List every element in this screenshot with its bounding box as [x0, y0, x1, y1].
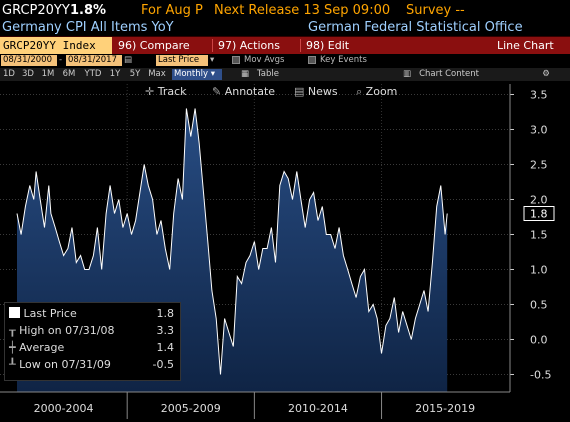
crosshair-icon: ✛ [145, 85, 155, 98]
last-value-marker: 1.8 [523, 206, 555, 221]
track-label: Track [157, 85, 187, 98]
zoom-label: Zoom [365, 85, 398, 98]
x-tick-label: 2005-2009 [161, 402, 221, 415]
high-label: High on 07/31/08 [19, 324, 115, 337]
low-label: Low on 07/31/09 [19, 358, 111, 371]
low-legend: ┸ Low on 07/31/09 [9, 358, 111, 371]
gear-icon[interactable]: ⚙ [542, 69, 550, 79]
toolbar-divider [212, 39, 213, 52]
security-description: Germany CPI All Items YoY German Federal… [0, 18, 570, 36]
x-tick-label: 2010-2014 [288, 402, 348, 415]
start-date-field[interactable]: 08/31/2000 [1, 55, 57, 66]
legend-panel: Last Price 1.8 ┰ High on 07/31/08 3.3 ┿ … [4, 302, 181, 381]
date-range-bar: 08/31/2000 - 08/31/2017 ▤ Last Price ▾ M… [0, 54, 570, 67]
average-value: 1.4 [156, 341, 175, 354]
chart-content-icon[interactable]: ▥ [402, 69, 412, 79]
actions-menu[interactable]: 97) Actions [218, 39, 280, 52]
y-tick-label: 0.0 [530, 334, 548, 347]
source-label: German Federal Statistical Office [308, 20, 523, 35]
period-1m[interactable]: 1M [41, 69, 55, 79]
last-price-swatch-icon [9, 307, 20, 318]
period-5y[interactable]: 5Y [129, 69, 141, 79]
news-tool[interactable]: ▤ News [294, 85, 338, 98]
table-icon[interactable]: ▦ [240, 69, 250, 79]
table-button[interactable]: Table [257, 69, 279, 79]
x-tick-label: 2015-2019 [415, 402, 475, 415]
chart-content-button[interactable]: Chart Content [419, 69, 479, 79]
date-separator: - [59, 55, 63, 65]
period-6m[interactable]: 6M [62, 69, 76, 79]
y-tick-label: 2.5 [530, 159, 548, 172]
period-label: For Aug P [141, 3, 203, 18]
y-tick-label: -0.5 [530, 369, 551, 382]
average-marker-icon: ┿ [9, 341, 16, 354]
zoom-tool[interactable]: ⌕ Zoom [356, 85, 397, 99]
x-tick-label: 2000-2004 [34, 402, 94, 415]
period-ytd[interactable]: YTD [84, 69, 102, 79]
annotate-tool[interactable]: ✎ Annotate [212, 85, 275, 98]
key-events-checkbox[interactable] [308, 56, 316, 64]
y-tick-label: 1.0 [530, 264, 548, 277]
last-price-legend: Last Price [9, 307, 77, 320]
next-release: Next Release 13 Sep 09:00 [214, 3, 391, 18]
last-value-label: 1.8 [530, 208, 548, 221]
y-tick-label: 3.0 [530, 124, 548, 137]
news-icon: ▤ [294, 85, 305, 98]
news-label: News [307, 85, 338, 98]
security-field[interactable]: GRCP20YY Index [0, 37, 112, 54]
line-chart-label: Line Chart [497, 39, 554, 52]
last-value-box [523, 206, 555, 221]
price-field-select[interactable]: Last Price [156, 55, 208, 66]
high-marker-icon: ┰ [9, 324, 16, 337]
y-axis: 3.5 3.0 2.5 2.0 1.5 1.0 0.5 0.0 -0.5 [509, 84, 551, 392]
y-tick-label: 2.0 [530, 194, 548, 207]
period-1d[interactable]: 1D [3, 69, 15, 79]
compare-button[interactable]: 96) Compare [118, 39, 190, 52]
period-1y[interactable]: 1Y [109, 69, 121, 79]
track-tool[interactable]: ✛ Track [145, 85, 187, 98]
annotate-label: Annotate [224, 85, 276, 98]
low-marker-icon: ┸ [9, 358, 16, 371]
survey-label: Survey -- [406, 3, 465, 18]
last-price-label: Last Price [23, 307, 77, 320]
ticker-label: GRCP20YY [2, 3, 70, 18]
price-chart[interactable]: 3.5 3.0 2.5 2.0 1.5 1.0 0.5 0.0 -0.5 2000-2004 20… [0, 82, 570, 419]
function-toolbar: GRCP20YY Index 96) Compare 97) Actions 9… [0, 36, 570, 54]
average-label: Average [19, 341, 65, 354]
y-tick-label: 3.5 [530, 89, 548, 102]
calendar-icon[interactable]: ▤ [124, 55, 133, 65]
y-tick-label: 0.5 [530, 299, 548, 312]
average-legend: ┿ Average [9, 341, 64, 354]
mov-avgs-checkbox[interactable] [232, 56, 240, 64]
current-value: 1.8% [70, 3, 107, 18]
description-label: Germany CPI All Items YoY [2, 20, 174, 35]
high-legend: ┰ High on 07/31/08 [9, 324, 115, 337]
y-tick-label: 1.5 [530, 229, 548, 242]
chevron-down-icon[interactable]: ▾ [210, 55, 215, 65]
x-axis: 2000-2004 2005-2009 2010-2014 2015-2019 [0, 391, 510, 419]
pencil-icon: ✎ [212, 85, 222, 98]
period-3d[interactable]: 3D [22, 69, 34, 79]
mov-avgs-label: Mov Avgs [244, 55, 285, 65]
price-line [16, 108, 448, 375]
end-date-field[interactable]: 08/31/2017 [66, 55, 122, 66]
security-header: GRCP20YY 1.8% For Aug P Next Release 13 … [0, 0, 570, 20]
key-events-label: Key Events [320, 55, 367, 65]
toolbar-divider [300, 39, 301, 52]
period-max[interactable]: Max [148, 69, 166, 79]
frequency-select[interactable]: Monthly ▾ [172, 69, 222, 80]
low-value: -0.5 [152, 358, 174, 371]
period-selector-bar: 1D 3D 1M 6M YTD 1Y 5Y Max Monthly ▾ ▦ Ta… [0, 68, 570, 81]
high-value: 3.3 [156, 324, 175, 337]
frequency-label: Monthly [174, 69, 209, 79]
edit-menu[interactable]: 98) Edit [306, 39, 350, 52]
last-price-value: 1.8 [156, 307, 175, 320]
zoom-icon: ⌕ [356, 85, 363, 98]
